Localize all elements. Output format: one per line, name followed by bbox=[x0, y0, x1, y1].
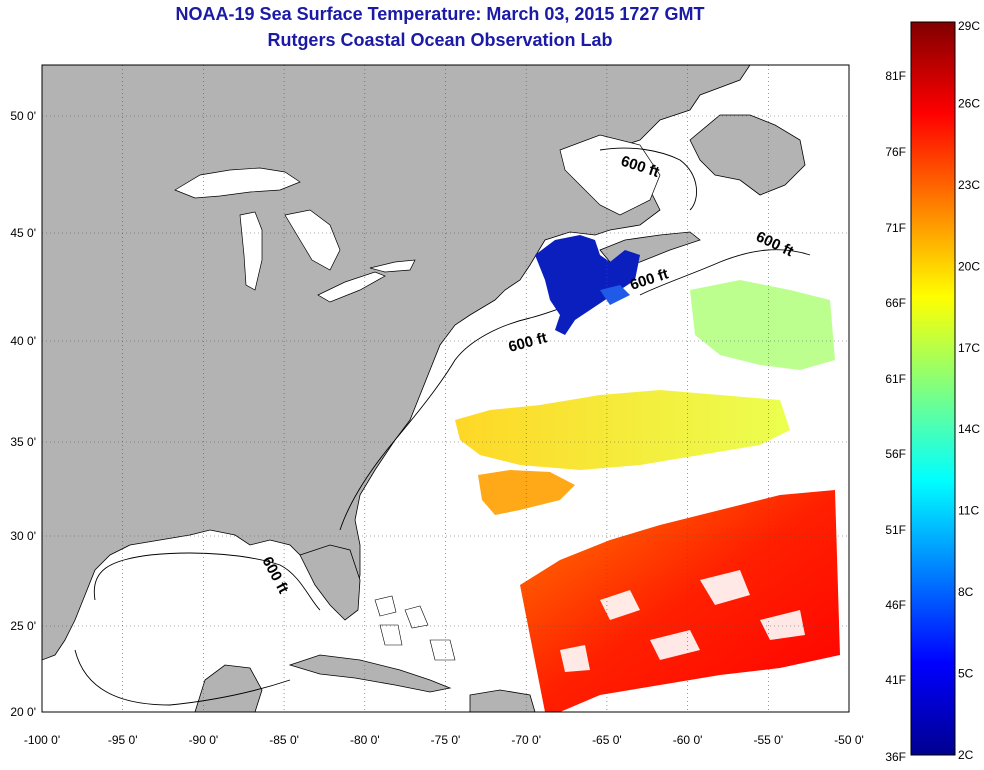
longitude-tick-label: -90 0' bbox=[189, 733, 219, 747]
lake-ontario bbox=[369, 259, 416, 273]
land-florida bbox=[299, 544, 361, 621]
longitude-tick-label: -70 0' bbox=[511, 733, 541, 747]
colorbar-celsius-label: 20C bbox=[958, 259, 980, 273]
colorbar-celsius-label: 29C bbox=[958, 19, 980, 33]
longitude-tick-label: -95 0' bbox=[108, 733, 138, 747]
longitude-tick-label: -50 0' bbox=[834, 733, 864, 747]
latitude-tick-label: 50 0' bbox=[10, 109, 36, 123]
sst-cool-edge bbox=[600, 285, 630, 305]
bahamas-islands bbox=[374, 595, 456, 661]
land-newfoundland bbox=[689, 114, 806, 196]
longitude-tick-label: -55 0' bbox=[753, 733, 783, 747]
latitude-tick-label: 30 0' bbox=[10, 529, 36, 543]
latitude-tick-label: 40 0' bbox=[10, 334, 36, 348]
colorbar-fahrenheit-label: 61F bbox=[885, 372, 906, 386]
colorbar-fahrenheit-label: 41F bbox=[885, 673, 906, 687]
map-title: NOAA-19 Sea Surface Temperature: March 0… bbox=[175, 4, 705, 24]
sst-green-patch bbox=[690, 280, 835, 370]
colorbar-fahrenheit-label: 56F bbox=[885, 447, 906, 461]
colorbar-fahrenheit-label: 66F bbox=[885, 296, 906, 310]
colorbar-fahrenheit-label: 36F bbox=[885, 750, 906, 764]
colorbar-fahrenheit-label: 76F bbox=[885, 145, 906, 159]
sst-warm-swath bbox=[520, 490, 840, 712]
colorbar-celsius-label: 2C bbox=[958, 748, 974, 762]
colorbar-celsius-label: 23C bbox=[958, 178, 980, 192]
sst-yellow-patch bbox=[455, 390, 790, 470]
latitude-tick-label: 35 0' bbox=[10, 435, 36, 449]
colorbar-fahrenheit-labels: 81F 76F 71F 66F 61F 56F 51F 46F 41F 36F bbox=[885, 69, 906, 764]
colorbar-fahrenheit-label: 46F bbox=[885, 598, 906, 612]
colorbar-celsius-label: 11C bbox=[958, 504, 979, 518]
colorbar-fahrenheit-label: 51F bbox=[885, 523, 906, 537]
lake-erie bbox=[317, 271, 386, 303]
longitude-tick-label: -75 0' bbox=[431, 733, 461, 747]
longitude-tick-label: -65 0' bbox=[592, 733, 622, 747]
lake-michigan bbox=[239, 211, 263, 291]
latitude-tick-label: 20 0' bbox=[10, 705, 36, 719]
colorbar-fahrenheit-label: 81F bbox=[885, 69, 906, 83]
colorbar-celsius-label: 17C bbox=[958, 341, 980, 355]
latitude-labels: 20 0' 25 0' 30 0' 35 0' 40 0' 45 0' 50 0' bbox=[10, 109, 36, 719]
isobath-600ft bbox=[74, 147, 811, 706]
gulf-st-lawrence bbox=[559, 134, 661, 216]
colorbar-fahrenheit-label: 71F bbox=[885, 221, 906, 235]
latitude-tick-label: 45 0' bbox=[10, 226, 36, 240]
colorbar bbox=[910, 21, 956, 756]
longitude-labels: -100 0' -95 0' -90 0' -85 0' -80 0' -75 0' -70… bbox=[24, 733, 864, 747]
lake-huron bbox=[284, 209, 341, 271]
land-cuba bbox=[288, 654, 452, 693]
land-yucatan bbox=[194, 664, 263, 712]
sst-orange-patch bbox=[478, 470, 575, 515]
map-subtitle: Rutgers Coastal Ocean Observation Lab bbox=[267, 30, 613, 50]
longitude-tick-label: -85 0' bbox=[269, 733, 299, 747]
longitude-tick-label: -100 0' bbox=[24, 733, 60, 747]
longitude-tick-label: -80 0' bbox=[350, 733, 380, 747]
lake-superior bbox=[174, 167, 301, 199]
land-hispaniola bbox=[469, 689, 536, 712]
map-frame bbox=[41, 64, 850, 713]
sst-cold-patch bbox=[535, 235, 640, 335]
colorbar-celsius-label: 14C bbox=[958, 422, 980, 436]
longitude-tick-label: -60 0' bbox=[673, 733, 703, 747]
colorbar-celsius-label: 8C bbox=[958, 585, 974, 599]
colorbar-celsius-label: 26C bbox=[958, 96, 980, 110]
colorbar-celsius-labels: 29C 26C 23C 20C 17C 14C 11C 8C 5C 2C bbox=[958, 19, 980, 762]
latitude-tick-label: 25 0' bbox=[10, 619, 36, 633]
colorbar-celsius-label: 5C bbox=[958, 667, 974, 681]
